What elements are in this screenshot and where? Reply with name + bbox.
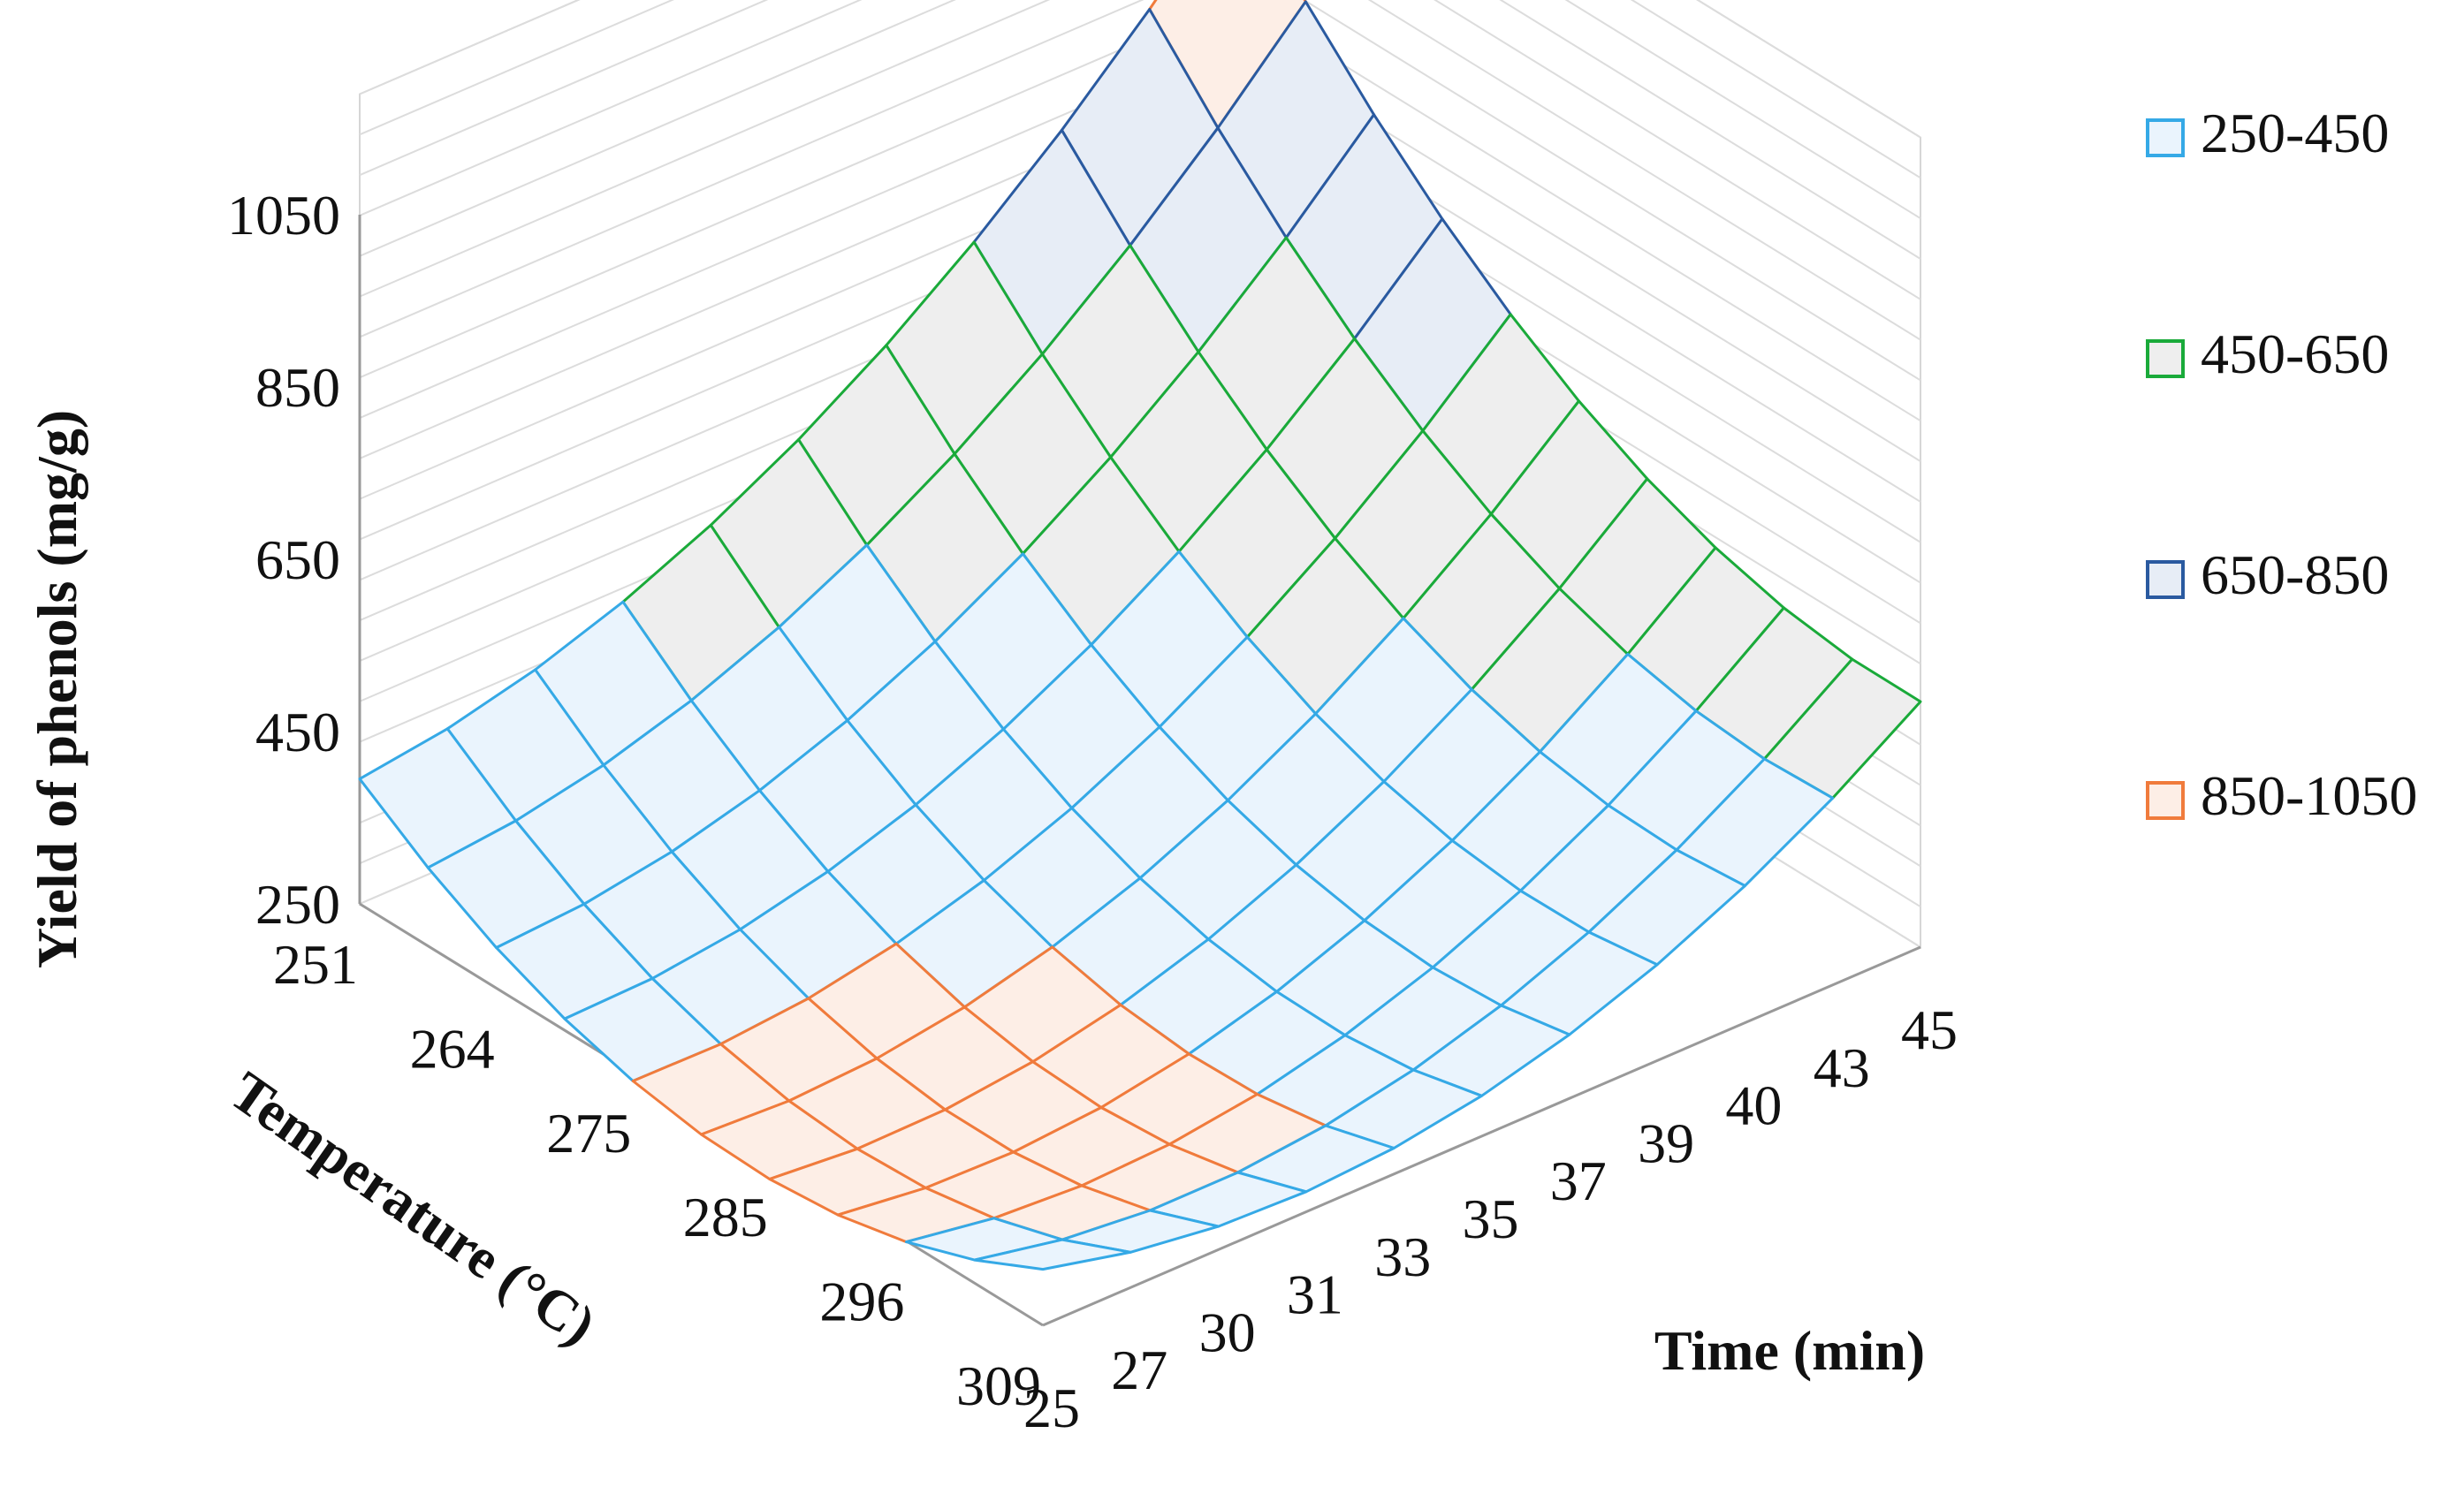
time-tick-label: 31: [1287, 1263, 1343, 1326]
time-tick-label: 25: [1023, 1377, 1080, 1439]
yield-tick-label: 250: [255, 873, 340, 936]
temperature-tick-label: 309: [956, 1354, 1041, 1417]
time-axis-title: Time (min): [1654, 1319, 1925, 1382]
yield-tick-label: 650: [255, 528, 340, 591]
legend-swatch: [2146, 339, 2185, 378]
temperature-tick-label: 251: [273, 933, 358, 996]
yield-tick-label: 1050: [227, 184, 340, 247]
gridline: [359, 0, 1921, 220]
legend-label: 450-650: [2201, 322, 2389, 385]
time-tick-label: 40: [1725, 1074, 1782, 1137]
time-tick-label: 27: [1111, 1339, 1167, 1401]
time-tick-label: 33: [1374, 1225, 1431, 1288]
temperature-tick-label: 275: [546, 1102, 631, 1164]
time-tick-label: 45: [1901, 998, 1958, 1061]
legend: 250-450 450-650 650-850 850-1050: [2146, 102, 2417, 827]
yield-tick-label: 850: [255, 356, 340, 419]
time-axis-line: [1042, 945, 1921, 1327]
gridline: [359, 0, 1921, 260]
time-tick-label: 43: [1814, 1036, 1870, 1099]
time-axis-ticks: 25 27 30 31 33 35 37 39 40 43 45: [1023, 998, 1958, 1439]
legend-swatch: [2146, 560, 2185, 599]
time-tick-label: 37: [1550, 1149, 1607, 1212]
legend-swatch: [2146, 118, 2185, 157]
legend-label: 250-450: [2201, 102, 2389, 164]
temperature-tick-label: 296: [819, 1271, 904, 1333]
gridline: [359, 0, 1921, 179]
yield-axis-ticks: 250 450 650 850 1050: [227, 184, 340, 936]
temperature-tick-label: 264: [410, 1017, 495, 1080]
gridline: [359, 0, 1921, 422]
yield-axis-title: Yield of phenols (mg/g): [26, 410, 88, 968]
legend-label: 650-850: [2201, 543, 2389, 606]
time-tick-label: 39: [1638, 1111, 1694, 1174]
surface-cell: [973, 1238, 1132, 1271]
gridline: [359, 0, 1921, 300]
temperature-axis-ticks: 251 264 275 285 296 309: [273, 933, 1041, 1417]
yield-tick-label: 450: [255, 701, 340, 763]
temperature-tick-label: 285: [683, 1186, 768, 1248]
time-tick-label: 30: [1199, 1301, 1256, 1363]
time-tick-label: 35: [1463, 1187, 1519, 1250]
legend-label: 850-1050: [2201, 764, 2417, 827]
legend-swatch: [2146, 781, 2185, 820]
gridline: [359, 0, 1921, 341]
surface-mesh: [358, 0, 1922, 1271]
gridline: [359, 0, 1921, 382]
